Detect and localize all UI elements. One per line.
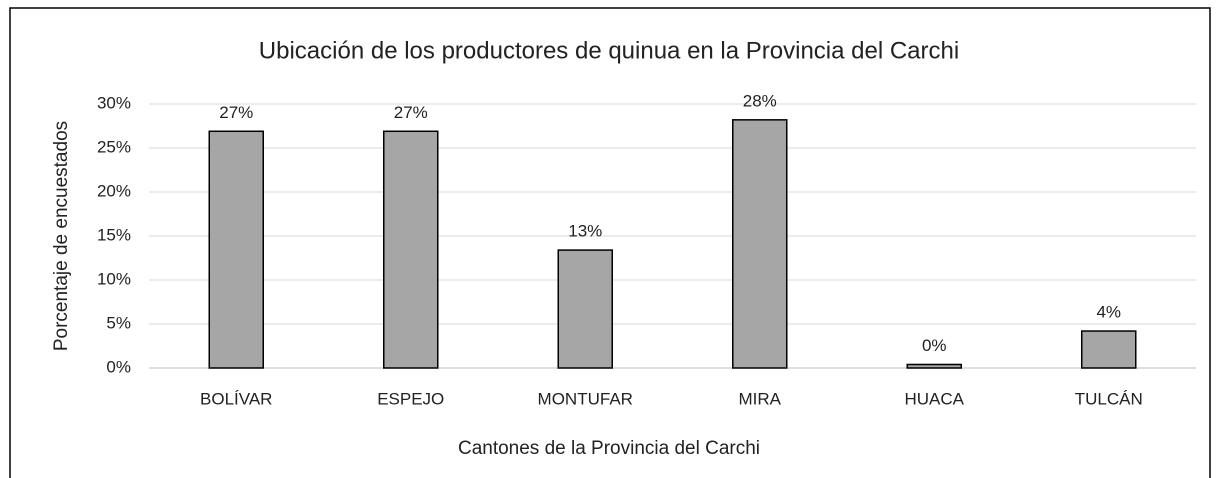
y-tick-label: 30% bbox=[97, 93, 131, 112]
bar bbox=[732, 119, 788, 369]
y-tick-label: 0% bbox=[106, 357, 131, 376]
x-tick-label: MIRA bbox=[739, 389, 782, 408]
data-label: 27% bbox=[394, 103, 428, 122]
bar bbox=[208, 130, 264, 369]
data-label: 13% bbox=[568, 222, 602, 241]
bar bbox=[1081, 330, 1137, 369]
y-tick-label: 15% bbox=[97, 225, 131, 244]
data-label: 0% bbox=[922, 336, 947, 355]
x-tick-label: HUACA bbox=[904, 389, 964, 408]
bar bbox=[906, 363, 962, 369]
y-tick-label: 20% bbox=[97, 181, 131, 200]
chart-title: Ubicación de los productores de quinua e… bbox=[259, 37, 959, 64]
y-tick-label: 10% bbox=[97, 269, 131, 288]
x-tick-label: BOLÍVAR bbox=[200, 389, 272, 408]
x-tick-label: ESPEJO bbox=[377, 389, 444, 408]
data-label: 4% bbox=[1096, 303, 1121, 322]
y-tick-label: 25% bbox=[97, 137, 131, 156]
data-label: 28% bbox=[743, 91, 777, 110]
x-tick-label: TULCÁN bbox=[1075, 389, 1143, 408]
y-axis-title: Porcentaje de encuestados bbox=[51, 121, 72, 351]
x-tick-label: MONTUFAR bbox=[538, 389, 633, 408]
y-tick-label: 5% bbox=[106, 313, 131, 332]
x-axis-title: Cantones de la Provincia del Carchi bbox=[458, 438, 760, 459]
data-label: 27% bbox=[219, 103, 253, 122]
bar bbox=[383, 130, 439, 369]
bar bbox=[557, 249, 613, 369]
